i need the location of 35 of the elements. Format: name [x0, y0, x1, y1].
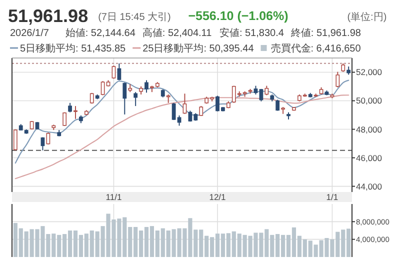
- candlestick: [336, 71, 340, 88]
- x-tick-label: 1/1: [326, 192, 338, 202]
- y-tick-label: 48,000: [356, 124, 382, 134]
- chart-title: 51,961.98: [8, 6, 88, 26]
- text: 安値: 51,830.4: [219, 27, 284, 39]
- candlestick: [182, 93, 187, 114]
- candlestick: [264, 85, 269, 96]
- y-tick-label: 52,000: [356, 67, 382, 78]
- y-tick-label: 46,000: [356, 152, 382, 163]
- text: 終値: 51,961.98: [290, 27, 362, 39]
- candlestick: [122, 82, 127, 115]
- legend-label: 5日移動平均: 51,435.85: [20, 42, 126, 54]
- y-tick-label: 50,000: [356, 96, 382, 106]
- candlestick: [144, 80, 148, 94]
- y-tick-label: 44,000: [356, 181, 382, 192]
- line-series: [14, 94, 350, 180]
- line-series: [14, 80, 350, 164]
- candlestick: [46, 132, 50, 145]
- text: −556.10 (−1.06%): [188, 9, 288, 23]
- x-tick-label: 11/1: [106, 192, 122, 202]
- candlestick: [40, 136, 45, 151]
- legend-label: 売買代金: 6,416,650: [270, 42, 362, 54]
- text: (7日 15:45 大引): [98, 11, 171, 23]
- text: 始値: 52,144.64: [65, 27, 136, 39]
- text: 高値: 52,404.11: [142, 27, 212, 39]
- candlestick: [134, 92, 138, 107]
- candlestick: [68, 102, 72, 113]
- x-tick-label: 12/1: [209, 192, 226, 202]
- candlestick: [112, 65, 116, 80]
- candlestick: [13, 128, 18, 151]
- legend-label: 25日移動平均: 50,395.44: [142, 42, 254, 54]
- text: (単位:円): [347, 11, 387, 23]
- candlestick: [117, 62, 122, 81]
- text: 2026/1/7: [10, 28, 50, 39]
- candlestick: [74, 106, 78, 120]
